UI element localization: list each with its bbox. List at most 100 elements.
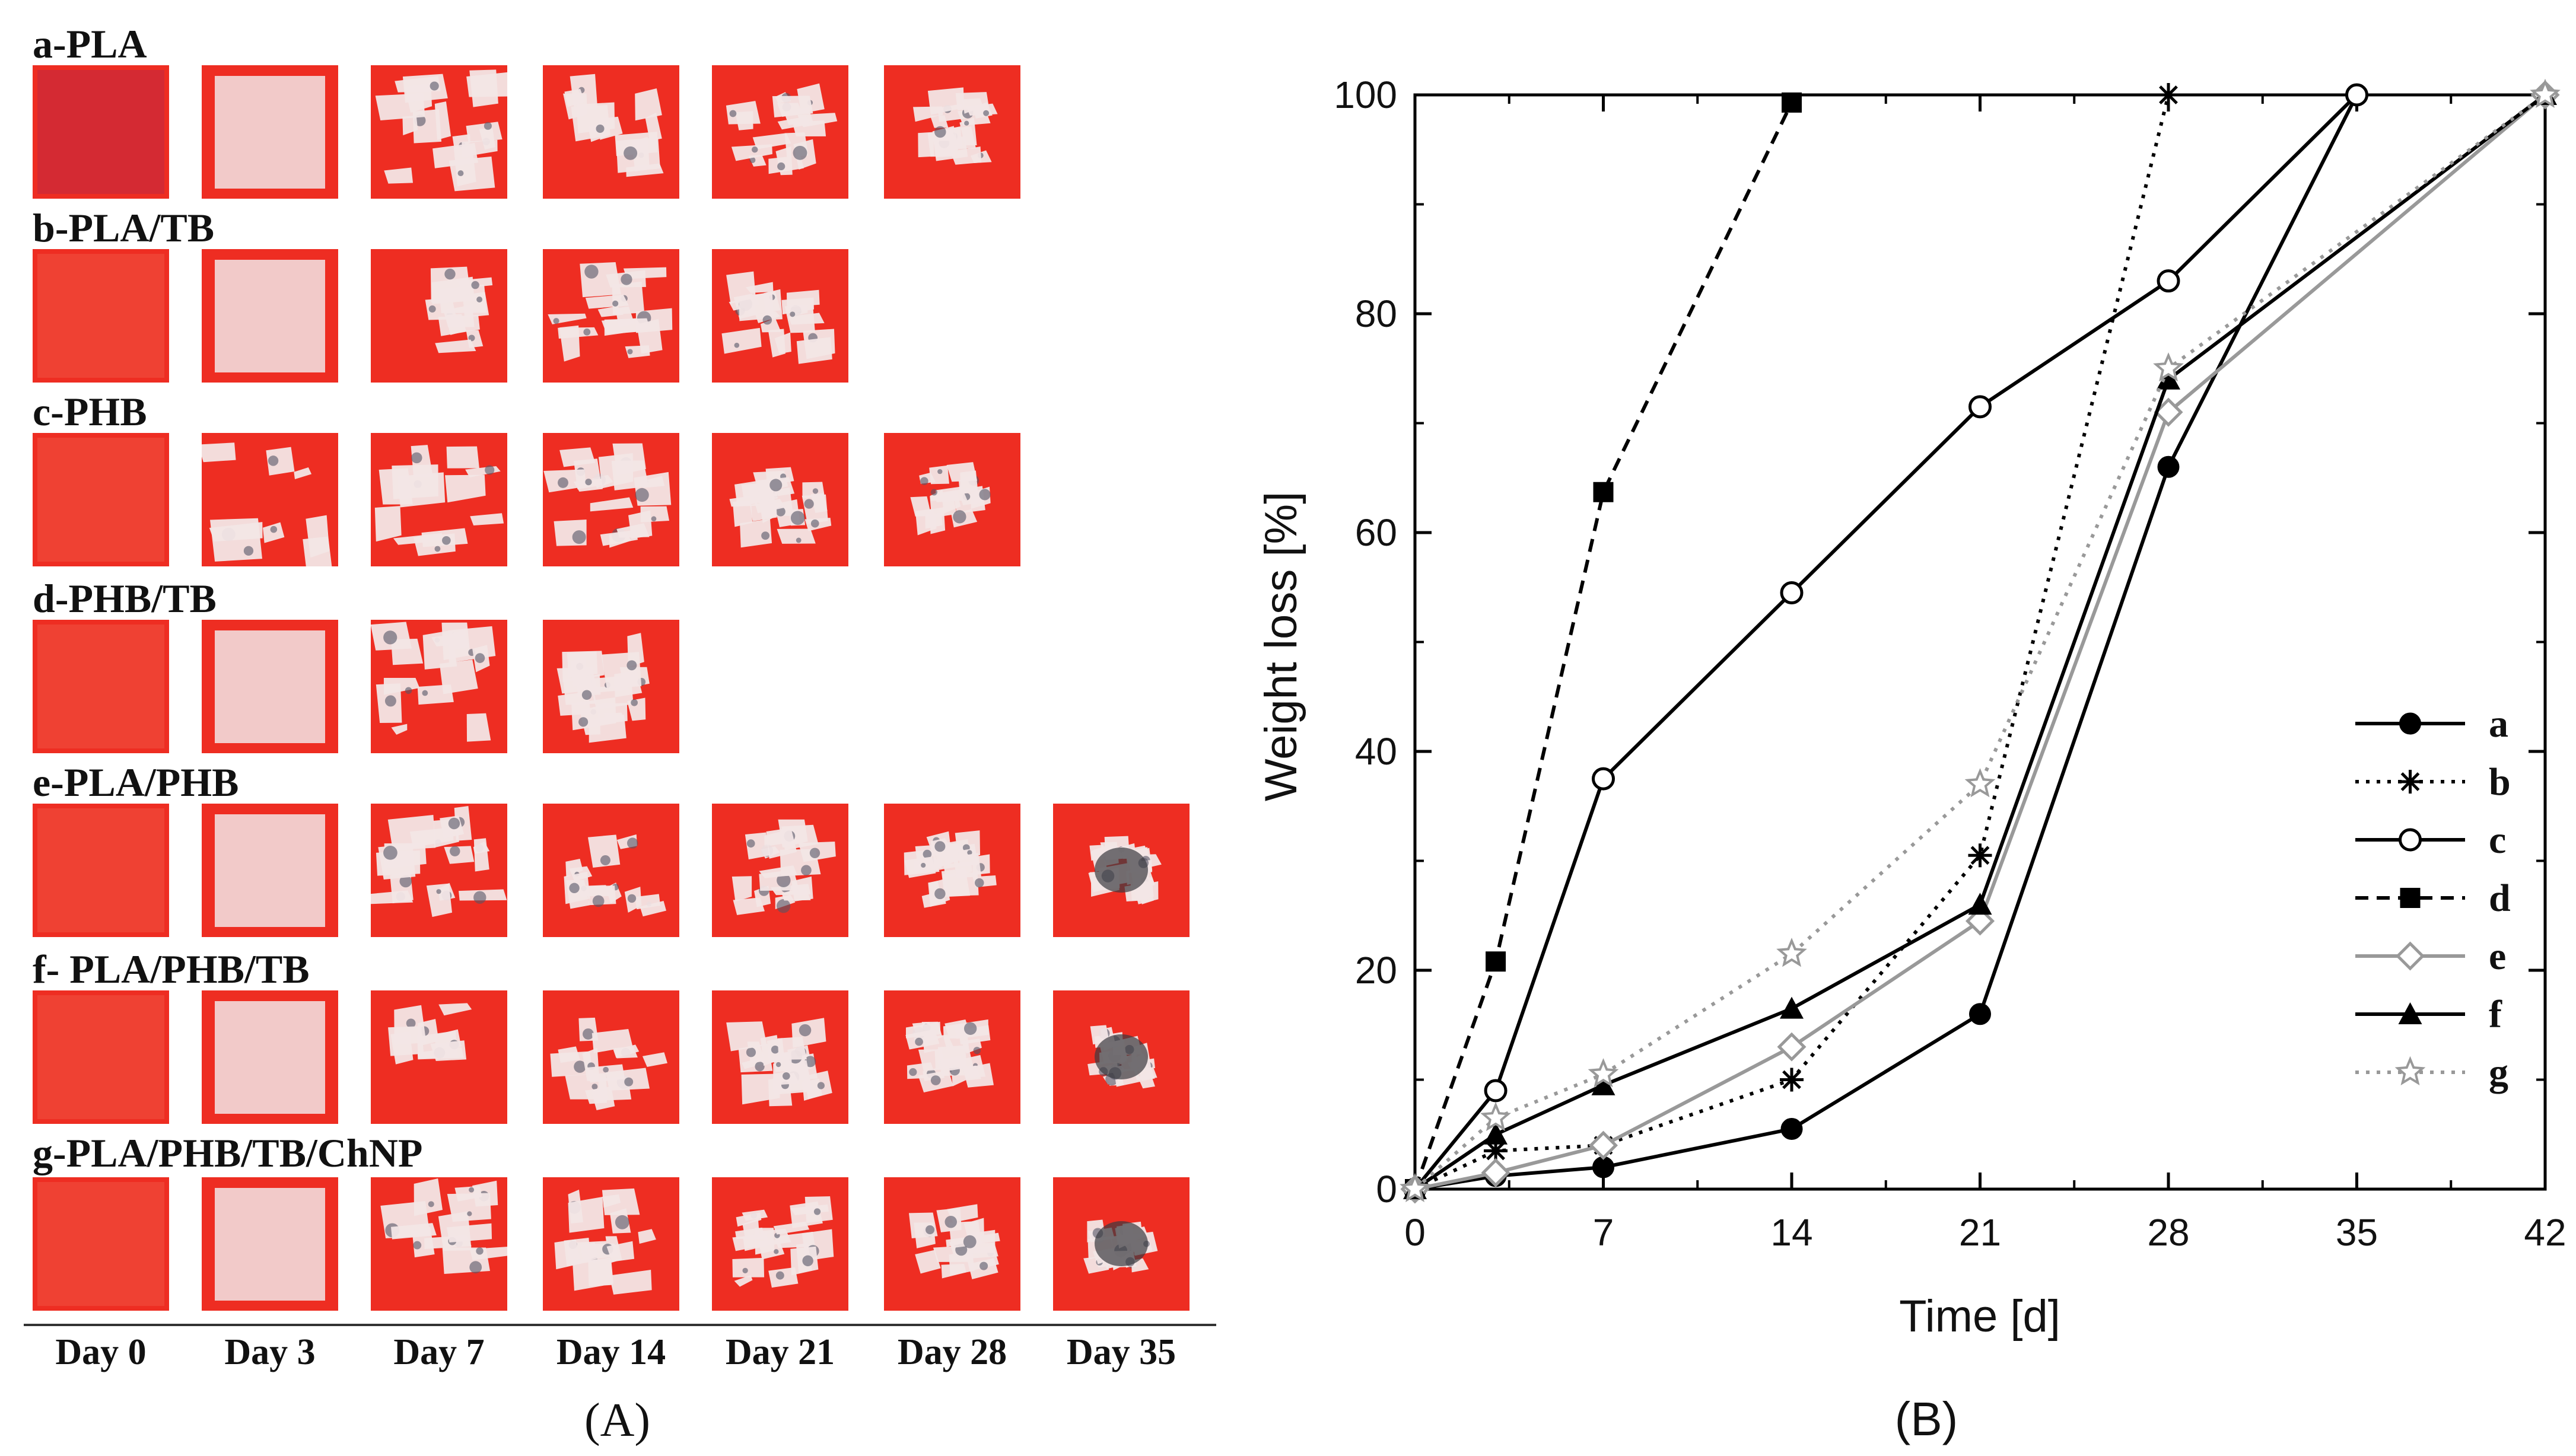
legend-entry: g bbox=[2355, 1051, 2508, 1094]
grid-divider-line bbox=[24, 1324, 1216, 1326]
data-point bbox=[2157, 455, 2180, 478]
sample-photo-tile bbox=[543, 804, 679, 937]
series-line bbox=[1413, 93, 2358, 1190]
sample-photo-tile bbox=[371, 1177, 507, 1311]
sample-photo-tile bbox=[33, 620, 169, 753]
y-tick-label: 60 bbox=[1355, 511, 1397, 554]
data-point bbox=[1484, 1122, 1508, 1145]
y-tick-label: 20 bbox=[1355, 949, 1397, 992]
data-point bbox=[2153, 352, 2184, 382]
y-tick-label: 100 bbox=[1334, 74, 1397, 116]
data-point bbox=[1968, 893, 1992, 915]
data-point bbox=[2400, 888, 2421, 908]
series-e bbox=[1400, 80, 2560, 1204]
x-tick-label: 14 bbox=[1770, 1211, 1812, 1254]
legend-label: f bbox=[2489, 993, 2502, 1036]
data-point bbox=[2398, 770, 2422, 794]
series-line bbox=[1413, 101, 1793, 1190]
sample-photo-tile bbox=[371, 620, 507, 753]
sample-photo-tile bbox=[202, 990, 338, 1124]
panel-b-caption: (B) bbox=[1895, 1393, 1958, 1445]
sample-photo-tile bbox=[884, 990, 1020, 1124]
sample-photo-tile bbox=[33, 990, 169, 1124]
y-tick-label: 40 bbox=[1355, 730, 1397, 773]
data-point bbox=[2399, 712, 2421, 735]
row-label: f- PLA/PHB/TB bbox=[33, 947, 310, 992]
data-point bbox=[1480, 1101, 1511, 1132]
data-point bbox=[1777, 1032, 1807, 1062]
series-d bbox=[1405, 92, 1802, 1199]
day-label: Day 3 bbox=[224, 1332, 316, 1372]
legend-entry: d bbox=[2355, 877, 2511, 920]
sample-photo-tile bbox=[884, 65, 1020, 199]
sample-photo-tile bbox=[712, 1177, 848, 1311]
data-point bbox=[1400, 1173, 1430, 1203]
data-point bbox=[1591, 1073, 1615, 1095]
series-a bbox=[1404, 84, 2368, 1200]
sample-photo-tile bbox=[1053, 990, 1190, 1124]
panel-a-photo-grid: a-PLA b-PLA/TB c-PHB d-PHB/TB e-PLA/PHB f- PL… bbox=[0, 0, 1246, 1456]
sample-photo-tile bbox=[543, 990, 679, 1124]
row-label: b-PLA/TB bbox=[33, 205, 215, 250]
sample-photo-tile bbox=[1053, 1177, 1190, 1311]
row-label: g-PLA/PHB/TB/ChNP bbox=[33, 1130, 423, 1175]
x-tick-label: 7 bbox=[1593, 1211, 1614, 1254]
data-point bbox=[1780, 1068, 1804, 1092]
row-label: d-PHB/TB bbox=[33, 576, 217, 621]
data-point bbox=[1965, 906, 1995, 936]
sample-photo-tile bbox=[1053, 804, 1190, 937]
sample-photo-tile bbox=[543, 65, 679, 199]
day-label: Day 7 bbox=[393, 1332, 485, 1372]
legend-entry: a bbox=[2355, 702, 2508, 745]
legend-label: b bbox=[2489, 760, 2511, 804]
asterisk-stroke bbox=[2400, 772, 2420, 791]
sample-photo-tile bbox=[712, 433, 848, 566]
data-point bbox=[1592, 1156, 1614, 1178]
series-line bbox=[1414, 94, 2359, 1191]
x-tick-label: 28 bbox=[2147, 1211, 2189, 1254]
data-point bbox=[2345, 83, 2368, 107]
series-line bbox=[1414, 94, 2170, 1191]
sample-photo-tile bbox=[202, 433, 338, 566]
sample-photo-tile bbox=[202, 65, 338, 199]
sample-photo-tile bbox=[33, 433, 169, 566]
chart-series bbox=[1400, 78, 2561, 1204]
row-label: a-PLA bbox=[33, 21, 147, 66]
legend-entry: f bbox=[2355, 993, 2502, 1036]
data-point bbox=[1588, 1130, 1618, 1160]
data-point bbox=[1782, 92, 1802, 113]
y-tick-label: 80 bbox=[1355, 292, 1397, 335]
sample-photo-tile bbox=[202, 249, 338, 383]
y-axis-label: Weight loss [%] bbox=[1256, 492, 1306, 801]
asterisk-stroke bbox=[1486, 1141, 1505, 1161]
sample-photo-tile bbox=[371, 249, 507, 383]
data-point bbox=[1780, 1118, 1803, 1140]
sample-photo-tile bbox=[371, 433, 507, 566]
asterisk-stroke bbox=[1970, 846, 1990, 865]
sample-photo-tile bbox=[712, 65, 848, 199]
data-point bbox=[1780, 581, 1804, 604]
data-point bbox=[1486, 951, 1506, 972]
sample-photo-tile bbox=[543, 433, 679, 566]
day-label: Day 14 bbox=[556, 1332, 666, 1372]
x-tick-label: 35 bbox=[2336, 1211, 2378, 1254]
data-point bbox=[2157, 367, 2180, 390]
row-label: c-PHB bbox=[33, 389, 147, 434]
sample-photo-tile bbox=[202, 1177, 338, 1311]
sample-photo-tile bbox=[543, 249, 679, 383]
panel-a-caption: (A) bbox=[584, 1394, 651, 1447]
sample-photo-tile bbox=[202, 804, 338, 937]
data-point bbox=[2154, 397, 2183, 427]
data-point bbox=[2530, 78, 2561, 109]
data-point bbox=[1592, 767, 1615, 791]
data-point bbox=[2157, 269, 2180, 293]
data-point bbox=[1968, 843, 1992, 868]
x-axis-label: Time [d] bbox=[1899, 1291, 2060, 1342]
data-point bbox=[2157, 83, 2180, 107]
sample-photo-tile bbox=[712, 990, 848, 1124]
legend-entry: c bbox=[2355, 818, 2506, 862]
sample-photo-tile bbox=[712, 804, 848, 937]
data-point bbox=[1588, 1058, 1619, 1088]
